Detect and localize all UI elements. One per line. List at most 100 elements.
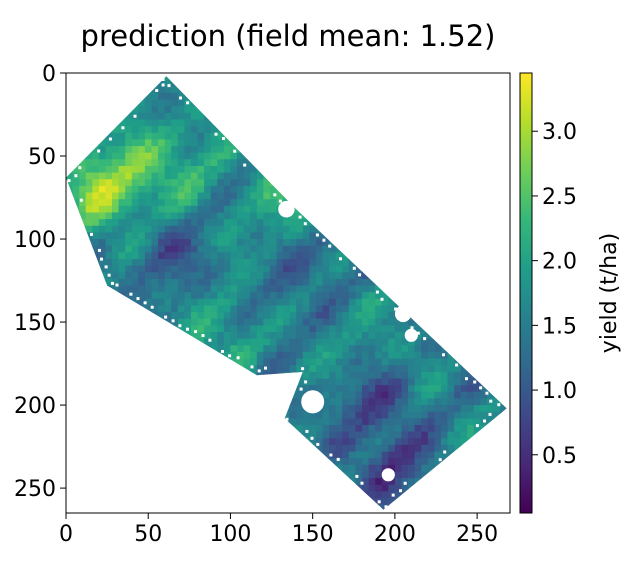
heatmap-cell bbox=[204, 425, 212, 433]
heatmap-cell bbox=[276, 318, 284, 326]
heatmap-cell bbox=[460, 265, 468, 273]
heatmap-cell bbox=[427, 76, 435, 81]
heatmap-cell bbox=[191, 438, 199, 446]
heatmap-cell bbox=[144, 199, 153, 207]
heatmap-cell bbox=[467, 511, 474, 518]
heatmap-cell bbox=[79, 278, 87, 287]
heatmap-cell bbox=[151, 491, 159, 499]
heatmap-cell bbox=[125, 239, 133, 247]
heatmap-cell bbox=[210, 172, 218, 180]
heatmap-cell bbox=[92, 159, 100, 167]
heatmap-cell bbox=[289, 152, 297, 160]
heatmap-cell bbox=[421, 265, 429, 273]
heatmap-cell bbox=[250, 385, 258, 393]
heatmap-cell bbox=[302, 504, 310, 510]
heatmap-cell bbox=[388, 312, 396, 320]
heatmap-cell bbox=[269, 365, 278, 373]
heatmap-cell bbox=[171, 278, 179, 287]
heatmap-cell bbox=[237, 192, 245, 200]
heatmap-cell bbox=[421, 378, 429, 386]
heatmap-cell bbox=[473, 451, 481, 459]
heatmap-cell bbox=[302, 365, 310, 373]
heatmap-cell bbox=[66, 358, 74, 366]
data-gap bbox=[310, 436, 314, 440]
heatmap-cell bbox=[375, 106, 383, 114]
heatmap-cell bbox=[388, 86, 396, 94]
heatmap-cell bbox=[309, 132, 317, 140]
heatmap-cell bbox=[322, 358, 330, 366]
heatmap-cell bbox=[316, 185, 324, 194]
heatmap-cell bbox=[138, 112, 146, 120]
heatmap-cell bbox=[217, 205, 225, 213]
heatmap-cell bbox=[394, 491, 403, 499]
heatmap-cell bbox=[250, 252, 258, 260]
heatmap-cell bbox=[144, 232, 153, 240]
heatmap-cell bbox=[296, 132, 304, 140]
heatmap-cell bbox=[421, 119, 429, 127]
heatmap-cell bbox=[250, 172, 258, 180]
heatmap-cell bbox=[394, 464, 403, 472]
heatmap-cell bbox=[434, 451, 442, 459]
heatmap-cell bbox=[79, 312, 87, 320]
heatmap-cell bbox=[158, 159, 166, 167]
heatmap-cell bbox=[66, 425, 74, 433]
heatmap-cell bbox=[276, 312, 284, 320]
heatmap-cell bbox=[85, 265, 93, 273]
heatmap-cell bbox=[342, 132, 350, 140]
heatmap-cell bbox=[394, 139, 403, 147]
heatmap-cell bbox=[144, 245, 153, 253]
heatmap-cell bbox=[230, 86, 238, 94]
heatmap-cell bbox=[269, 312, 278, 320]
heatmap-cell bbox=[467, 444, 475, 453]
data-gap bbox=[111, 281, 114, 285]
heatmap-cell bbox=[283, 444, 291, 453]
heatmap-cell bbox=[283, 146, 291, 154]
heatmap-cell bbox=[177, 278, 185, 287]
heatmap-cell bbox=[243, 378, 251, 386]
heatmap-cell bbox=[388, 146, 396, 154]
heatmap-cell bbox=[408, 385, 416, 393]
heatmap-cell bbox=[329, 285, 337, 293]
heatmap-cell bbox=[454, 199, 462, 207]
heatmap-cell bbox=[368, 351, 376, 360]
heatmap-cell bbox=[408, 365, 416, 373]
heatmap-cell bbox=[112, 76, 120, 81]
heatmap-cell bbox=[289, 471, 297, 479]
heatmap-cell bbox=[151, 86, 159, 94]
heatmap-cell bbox=[118, 471, 126, 479]
heatmap-cell bbox=[434, 351, 442, 360]
heatmap-cell bbox=[197, 245, 205, 253]
heatmap-cell bbox=[461, 511, 468, 518]
heatmap-cell bbox=[447, 371, 455, 380]
heatmap-cell bbox=[309, 464, 317, 472]
heatmap-cell bbox=[348, 298, 356, 306]
heatmap-cell bbox=[197, 185, 205, 194]
heatmap-cell bbox=[164, 259, 172, 267]
heatmap-cell bbox=[322, 172, 330, 180]
heatmap-cell bbox=[164, 365, 172, 373]
data-gap bbox=[416, 331, 420, 335]
heatmap-cell bbox=[105, 385, 113, 393]
heatmap-cell bbox=[309, 498, 317, 506]
heatmap-cell bbox=[263, 265, 271, 273]
heatmap-cell bbox=[368, 132, 376, 140]
heatmap-cell bbox=[283, 298, 291, 306]
heatmap-cell bbox=[460, 371, 468, 380]
heatmap-cell bbox=[66, 491, 74, 499]
heatmap-cell bbox=[158, 418, 166, 426]
heatmap-cell bbox=[335, 478, 343, 486]
heatmap-cell bbox=[348, 425, 356, 433]
heatmap-cell bbox=[250, 212, 258, 220]
heatmap-cell bbox=[322, 76, 330, 81]
heatmap-cell bbox=[204, 265, 212, 273]
heatmap-cell bbox=[230, 478, 238, 486]
heatmap-cell bbox=[487, 358, 495, 366]
heatmap-cell bbox=[440, 92, 449, 101]
heatmap-cell bbox=[335, 199, 343, 207]
heatmap-cell bbox=[263, 371, 271, 380]
heatmap-cell bbox=[79, 398, 87, 406]
heatmap-cell bbox=[138, 471, 146, 479]
heatmap-cell bbox=[105, 199, 113, 207]
heatmap-cell bbox=[467, 411, 475, 419]
heatmap-cell bbox=[256, 79, 264, 87]
